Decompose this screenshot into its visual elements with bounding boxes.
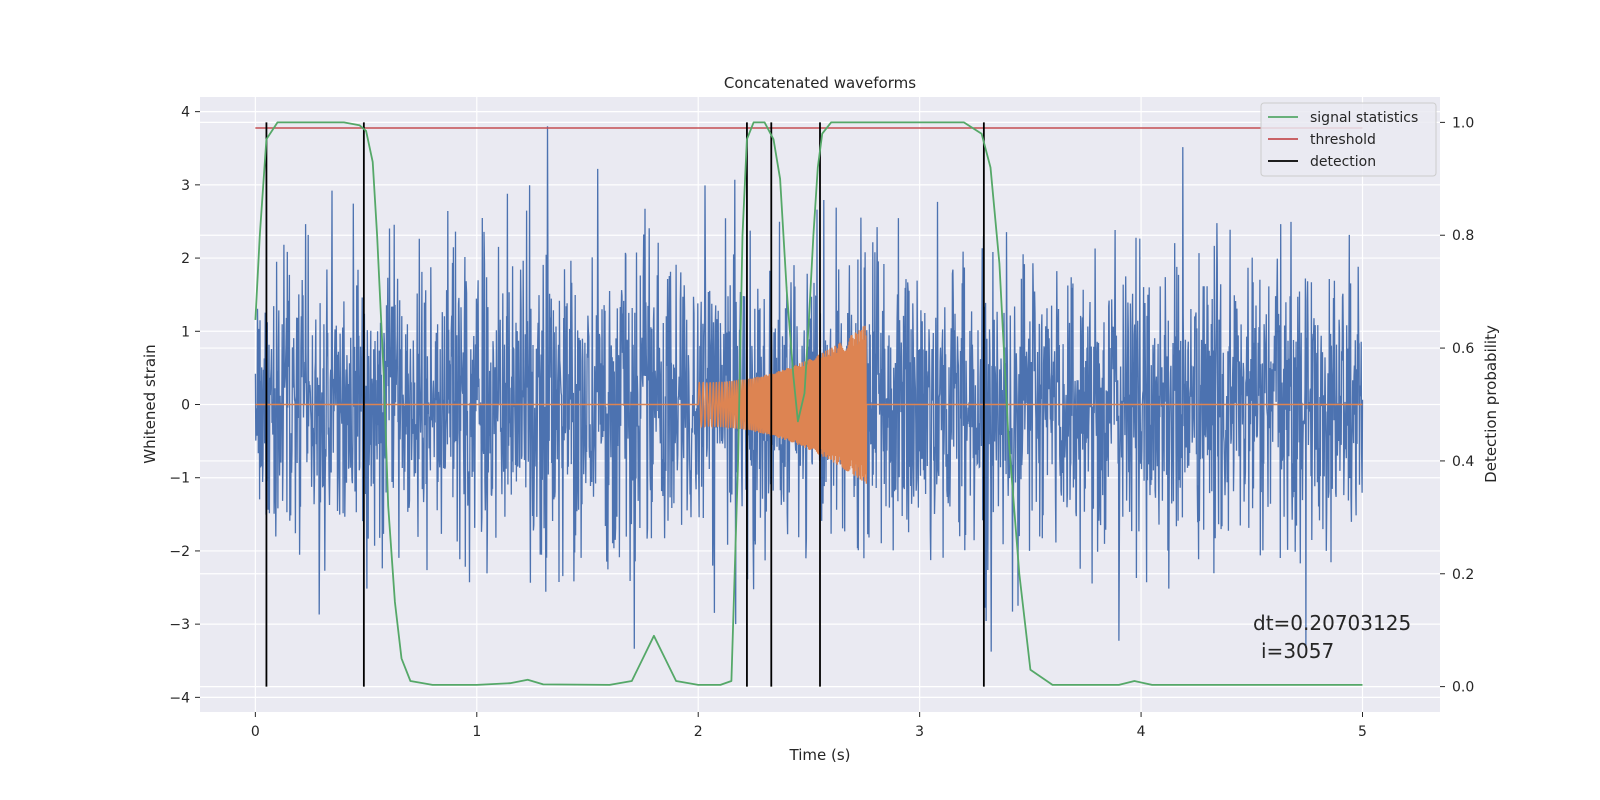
annotation-index: i=3057 — [1261, 639, 1334, 663]
y-axis-label: Whitened strain — [141, 344, 159, 463]
series-layer — [254, 121, 1364, 687]
y-tick-label: 0 — [181, 398, 190, 414]
y-tick-label: 1 — [181, 324, 190, 340]
y-tick-label: −2 — [169, 544, 190, 560]
x-tick-label: 0 — [251, 724, 260, 740]
legend-entry-statistic: signal statistics — [1310, 110, 1418, 126]
statistic-series — [254, 121, 1363, 686]
x-axis-label: Time (s) — [789, 746, 851, 764]
chart-title: Concatenated waveforms — [724, 74, 916, 92]
legend-entry-detection: detection — [1310, 154, 1376, 170]
y-tick-label: 4 — [181, 105, 190, 121]
axis-layer: 0 1 2 3 4 5 −4 −3 −2 −1 0 1 2 3 4 0.0 0.2 0.4 0.6 0.8 1.0 — [169, 105, 1474, 740]
x-tick-label: 3 — [915, 724, 924, 740]
x-tick-label: 5 — [1358, 724, 1367, 740]
annotation-dt: dt=0.20703125 — [1253, 611, 1411, 635]
y2-tick-label: 0.6 — [1452, 341, 1474, 357]
y2-tick-label: 0.4 — [1452, 454, 1474, 470]
y2-tick-label: 1.0 — [1452, 115, 1474, 131]
legend-frame — [1260, 102, 1437, 177]
y2-tick-label: 0.2 — [1452, 567, 1474, 583]
injection-series — [255, 325, 1363, 484]
legend-entry-threshold: threshold — [1310, 132, 1376, 148]
y2-axis-label: Detection probability — [1482, 325, 1500, 483]
y-tick-label: 3 — [181, 178, 190, 194]
x-tick-label: 1 — [472, 724, 481, 740]
y2-tick-label: 0.0 — [1452, 680, 1474, 696]
annotation: dt=0.20703125 i=3057 — [1253, 611, 1411, 663]
legend: signal statistics threshold detection — [1260, 102, 1437, 177]
y2-tick-label: 0.8 — [1452, 228, 1474, 244]
y-tick-label: −1 — [169, 471, 190, 487]
y-tick-label: −4 — [169, 690, 190, 706]
x-tick-label: 2 — [694, 724, 703, 740]
x-tick-label: 4 — [1137, 724, 1146, 740]
y-tick-label: −3 — [169, 617, 190, 633]
y-tick-label: 2 — [181, 251, 190, 267]
